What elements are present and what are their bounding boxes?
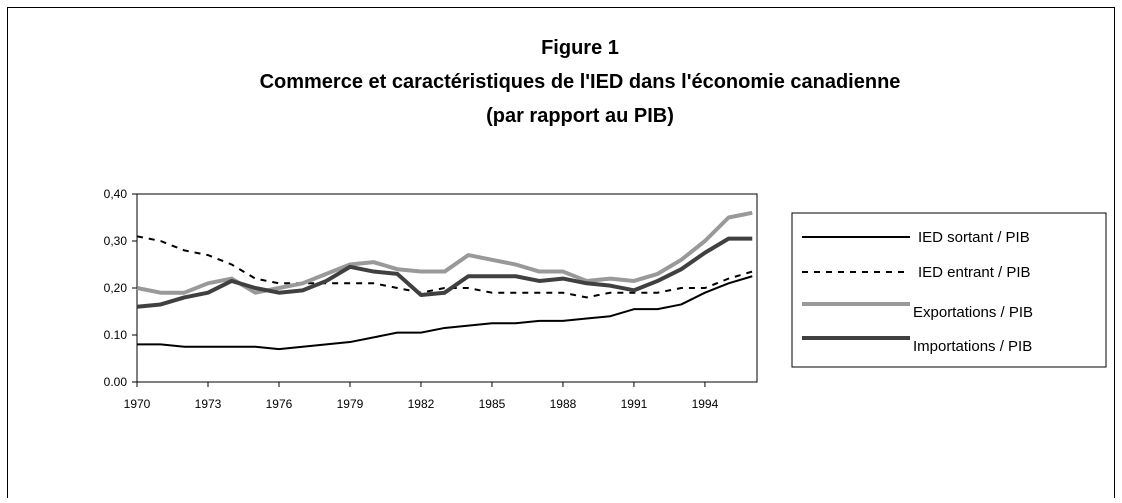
frame <box>7 7 1115 503</box>
chart-title: Figure 1 <box>541 37 619 59</box>
legend-label: IED entrant / PIB <box>918 264 1031 281</box>
x-tick-label: 1970 <box>124 397 151 411</box>
x-tick-label: 1982 <box>408 397 435 411</box>
x-tick-label: 1994 <box>692 397 719 411</box>
legend-label: Importations / PIB <box>913 338 1032 355</box>
legend-label: Exportations / PIB <box>913 304 1033 321</box>
series-line <box>136 236 753 309</box>
series-line <box>136 235 753 299</box>
y-tick-label: 0.10 <box>104 328 128 342</box>
chart-subtitle: Commerce et caractéristiques de l'IED da… <box>260 71 901 93</box>
legend <box>791 212 1107 368</box>
legend-label: IED sortant / PIB <box>918 229 1030 246</box>
chart-subtitle: (par rapport au PIB) <box>486 105 674 127</box>
series-line <box>137 275 753 351</box>
y-tick-label: 0,20 <box>104 281 128 295</box>
x-tick-label: 1973 <box>195 397 222 411</box>
x-tick-label: 1985 <box>479 397 506 411</box>
y-tick-label: 0,40 <box>104 187 128 201</box>
x-tick-label: 1979 <box>337 397 364 411</box>
x-tick-label: 1976 <box>266 397 293 411</box>
plot-area <box>136 193 758 383</box>
y-tick-label: 0,30 <box>104 234 128 248</box>
y-tick-label: 0.00 <box>104 375 128 389</box>
x-tick-label: 1988 <box>550 397 577 411</box>
x-tick-label: 1991 <box>621 397 648 411</box>
